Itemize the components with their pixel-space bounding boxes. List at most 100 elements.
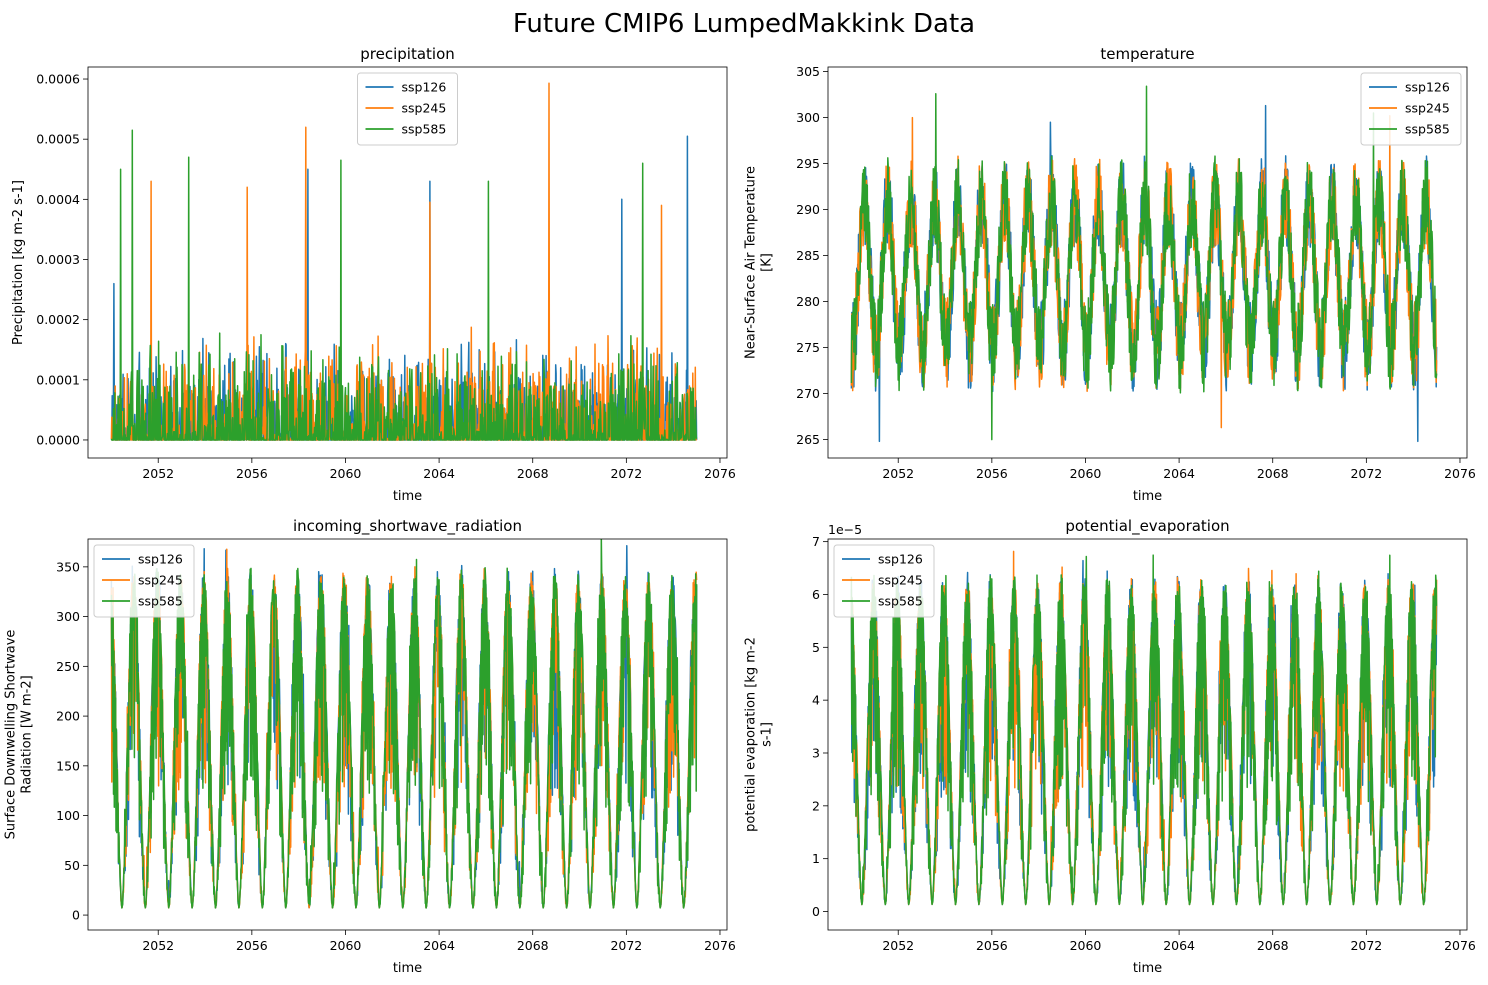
x-tick-label: 2068 xyxy=(517,466,549,481)
y-axis-label-line: Surface Downwelling Shortwave xyxy=(4,630,19,840)
legend: ssp126 ssp245 ssp585 xyxy=(833,544,935,618)
temperature-chart: 2052 2056 2060 2064 2068 2072 2076 265 270 275 280… xyxy=(744,45,1476,504)
y-tick-label: 150 xyxy=(56,758,80,773)
legend: ssp126 ssp245 ssp585 xyxy=(357,72,458,146)
y-axis-label-line: Precipitation [kg m-2 s-1] xyxy=(11,180,26,345)
x-tick-label: 2056 xyxy=(236,466,268,481)
x-tick-label: 2076 xyxy=(1444,466,1476,481)
y-tick-label: 100 xyxy=(56,808,80,823)
y-axis-label-line: Near-Surface Air Temperature xyxy=(744,166,759,359)
chart-title: temperature xyxy=(1100,45,1194,63)
x-tick-label: 2076 xyxy=(704,466,736,481)
y-tick-label: 7 xyxy=(812,534,820,549)
legend-label-ssp585: ssp585 xyxy=(1405,122,1450,137)
y-tick-label: 0 xyxy=(812,904,820,919)
x-tick-label: 2052 xyxy=(142,466,174,481)
y-axis-label: Precipitation [kg m-2 s-1] xyxy=(11,180,26,345)
y-tick-label: 50 xyxy=(64,858,80,873)
y-tick-label: 265 xyxy=(796,432,820,447)
legend-label-ssp585: ssp585 xyxy=(878,594,923,609)
y-tick-label: 0.0002 xyxy=(36,312,80,327)
potential-evaporation-chart: 2052 2056 2060 2064 2068 2072 2076 0 1 2 3 4 5 6 7 1e−5… xyxy=(744,517,1476,976)
legend-label-ssp585: ssp585 xyxy=(402,122,447,137)
x-tick-label: 2064 xyxy=(1163,938,1195,953)
x-tick-label: 2064 xyxy=(1163,466,1195,481)
y-axis-label-line: potential evaporation [kg m-2 xyxy=(744,637,759,832)
y-tick-label: 0 xyxy=(72,908,80,923)
series-group xyxy=(110,539,698,909)
x-tick-label: 2068 xyxy=(1257,466,1289,481)
series-group xyxy=(850,85,1438,443)
y-axis-label: potential evaporation [kg m-2s-1] xyxy=(744,637,775,832)
y-tick-label: 0.0001 xyxy=(36,372,80,387)
series-group xyxy=(850,550,1438,906)
y-tick-label: 285 xyxy=(796,248,820,263)
y-tick-label: 1 xyxy=(812,851,820,866)
shortwave-radiation-chart: 2052 2056 2060 2064 2068 2072 2076 0 50 100 150 200… xyxy=(4,517,736,976)
y-axis-label: Near-Surface Air Temperature[K] xyxy=(744,166,775,359)
x-tick-label: 2052 xyxy=(882,466,914,481)
series-group xyxy=(110,82,698,441)
x-axis-label: time xyxy=(1133,489,1162,504)
x-tick-label: 2068 xyxy=(517,938,549,953)
precipitation-chart: 2052 2056 2060 2064 2068 2072 2076 0.0000 0.0001… xyxy=(11,45,736,504)
y-tick-label: 280 xyxy=(796,294,820,309)
y-tick-label: 5 xyxy=(812,640,820,655)
y-axis-label-line: s-1] xyxy=(759,722,774,747)
plot-frame xyxy=(827,538,1468,931)
x-tick-label: 2060 xyxy=(330,466,362,481)
series-line-ssp585 xyxy=(850,85,1438,441)
x-axis-label: time xyxy=(393,489,422,504)
y-tick-label: 3 xyxy=(812,745,820,760)
legend-label-ssp585: ssp585 xyxy=(138,594,183,609)
x-tick-label: 2068 xyxy=(1257,938,1289,953)
legend-label-ssp126: ssp126 xyxy=(402,80,447,95)
y-tick-label: 305 xyxy=(796,64,820,79)
y-axis-label-line: [K] xyxy=(759,253,774,272)
figure-title: Future CMIP6 LumpedMakkink Data xyxy=(513,9,975,39)
y-tick-label: 290 xyxy=(796,202,820,217)
x-tick-label: 2056 xyxy=(976,938,1008,953)
y-tick-label: 350 xyxy=(56,559,80,574)
y-tick-label: 4 xyxy=(812,693,820,708)
plot-frame xyxy=(87,66,728,459)
plot-frame xyxy=(87,538,728,931)
y-axis-label-line: Radiation [W m-2] xyxy=(19,675,34,793)
y-tick-label: 6 xyxy=(812,587,820,602)
x-tick-label: 2064 xyxy=(423,938,455,953)
chart-title: precipitation xyxy=(360,45,455,63)
y-tick-label: 300 xyxy=(796,110,820,125)
y-tick-label: 0.0000 xyxy=(36,432,80,447)
y-tick-label: 2 xyxy=(812,798,820,813)
y-tick-label: 250 xyxy=(56,659,80,674)
chart-title: incoming_shortwave_radiation xyxy=(293,517,522,536)
legend-box xyxy=(833,544,935,618)
x-tick-label: 2072 xyxy=(1350,938,1382,953)
y-tick-label: 0.0004 xyxy=(36,192,80,207)
x-tick-label: 2060 xyxy=(1070,466,1102,481)
legend-label-ssp126: ssp126 xyxy=(138,552,183,567)
x-tick-label: 2076 xyxy=(704,938,736,953)
y-tick-label: 0.0005 xyxy=(36,132,80,147)
axis-offset-text: 1e−5 xyxy=(828,522,862,537)
x-tick-label: 2060 xyxy=(330,938,362,953)
legend-box xyxy=(357,72,458,146)
series-line-ssp585 xyxy=(850,554,1438,906)
y-tick-label: 275 xyxy=(796,340,820,355)
x-tick-label: 2052 xyxy=(142,938,174,953)
legend-label-ssp245: ssp245 xyxy=(402,101,447,116)
x-tick-label: 2072 xyxy=(610,466,642,481)
y-tick-label: 270 xyxy=(796,386,820,401)
legend-label-ssp245: ssp245 xyxy=(878,573,923,588)
chart-title: potential_evaporation xyxy=(1065,517,1229,536)
series-line-ssp585 xyxy=(110,129,698,441)
legend-label-ssp126: ssp126 xyxy=(1405,80,1450,95)
x-tick-label: 2052 xyxy=(882,938,914,953)
x-tick-label: 2056 xyxy=(976,466,1008,481)
y-axis-label: Surface Downwelling ShortwaveRadiation [… xyxy=(4,630,35,840)
legend-label-ssp126: ssp126 xyxy=(878,552,923,567)
legend-box xyxy=(93,544,195,618)
x-axis-label: time xyxy=(393,961,422,976)
plot-frame xyxy=(827,66,1468,459)
